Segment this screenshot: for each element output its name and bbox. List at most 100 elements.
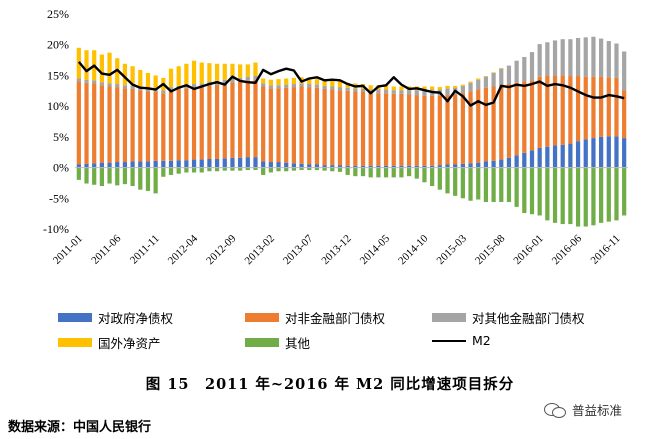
bar-segment-1 [291,87,296,164]
bar-segment-0 [307,164,312,168]
bar-segment-0 [214,158,220,168]
bar-segment-1 [537,76,542,148]
bar-segment-1 [460,93,465,164]
bar-segment-3 [230,63,235,79]
bar-segment-1 [199,86,204,160]
y-tick-label: 5% [53,130,69,144]
bar-segment-4 [599,167,604,223]
legend-swatch-other [245,338,279,347]
bar-segment-4 [414,167,419,179]
m2-decomposition-chart: -10%-5%0%5%10%15%20%25% 2011-01 2011-06 20… [43,7,628,267]
bar-segment-1 [261,86,266,162]
bar-segment-4 [184,167,189,173]
bar-segment-2 [483,76,489,88]
bar-segment-1 [568,76,573,144]
x-tick-label: 2015-03 [435,232,470,267]
bar-segment-1 [422,95,427,166]
bar-segment-2 [591,36,596,77]
bar-segment-0 [284,162,289,168]
bar-segment-3 [107,52,112,84]
bar-segment-3 [468,81,473,83]
bar-segment-4 [583,167,588,227]
bar-segment-2 [383,89,389,94]
bar-segment-4 [337,167,343,172]
y-tick-label: -10% [43,222,69,236]
bar-segment-2 [199,83,204,87]
bar-segment-0 [476,162,481,168]
bar-segment-2 [529,52,535,81]
bar-segment-0 [360,165,366,168]
legend-label-gov: 对政府净债权 [98,311,174,326]
legend-swatch-gov [58,313,92,322]
bar-segment-4 [529,167,535,215]
legend-label-other: 其他 [285,336,311,351]
bar-segment-1 [606,77,611,137]
bar-segment-3 [168,68,174,88]
bar-segment-3 [330,80,335,87]
bar-segment-4 [115,167,120,186]
bar-segment-0 [115,162,120,168]
bar-segment-4 [230,167,235,171]
x-tick-label: 2011-06 [89,232,123,266]
bar-segment-3 [138,69,143,88]
bar-segment-2 [599,38,604,77]
bar-segment-4 [238,167,243,171]
bar-segment-2 [445,88,450,96]
bar-segment-4 [606,167,611,222]
bar-segment-0 [337,165,343,168]
wechat-icon [544,401,566,419]
x-tick-label: 2016-06 [550,232,585,267]
bar-segment-2 [575,37,581,77]
bar-segment-0 [161,160,166,168]
bar-segment-3 [399,86,404,91]
bar-segment-1 [499,84,504,160]
bar-segment-4 [522,167,527,214]
bar-segment-2 [115,84,120,88]
bar-segment-1 [268,88,273,163]
bar-segment-0 [130,161,135,168]
legend-item-m2: M2 [432,333,491,348]
bar-segment-4 [261,167,266,175]
bar-segment-0 [238,157,243,168]
bar-segment-2 [460,85,465,94]
bar-segment-2 [545,42,550,76]
bar-segment-2 [184,85,189,89]
bar-segment-4 [276,167,281,172]
bar-segment-3 [130,66,135,86]
bar-segment-2 [506,65,512,85]
bar-segment-2 [122,85,128,89]
bar-segment-4 [406,167,412,177]
bar-segment-4 [430,167,435,186]
bar-segment-0 [230,157,235,168]
bar-segment-2 [622,51,627,91]
bar-segment-4 [476,167,481,200]
bar-segment-2 [299,83,304,87]
bar-segment-3 [314,79,320,85]
bar-segment-4 [138,167,143,190]
bar-segment-0 [591,138,596,168]
bar-segment-0 [491,160,496,168]
bar-segment-2 [606,41,611,78]
x-tick-label: 2014-10 [396,232,431,267]
bar-segment-4 [176,167,181,174]
bar-segment-1 [145,91,151,162]
bar-segment-0 [437,165,442,168]
bar-segment-2 [514,60,519,83]
bar-segment-0 [499,159,504,168]
bar-segment-0 [92,163,97,168]
bar-segment-1 [575,76,581,142]
bar-segment-3 [322,80,327,86]
bar-segment-1 [583,76,588,140]
bar-segment-4 [299,167,304,171]
bar-segment-0 [122,162,128,168]
bar-segment-1 [599,76,604,137]
bar-segment-0 [322,165,327,168]
bar-segment-2 [360,88,366,93]
bar-segment-2 [253,76,258,80]
x-tick-label: 2015-08 [473,232,508,267]
bar-segment-4 [468,167,473,201]
bar-segment-1 [115,87,120,163]
bar-segment-1 [99,85,104,163]
bar-segment-2 [291,84,296,88]
bar-segment-1 [406,94,412,166]
